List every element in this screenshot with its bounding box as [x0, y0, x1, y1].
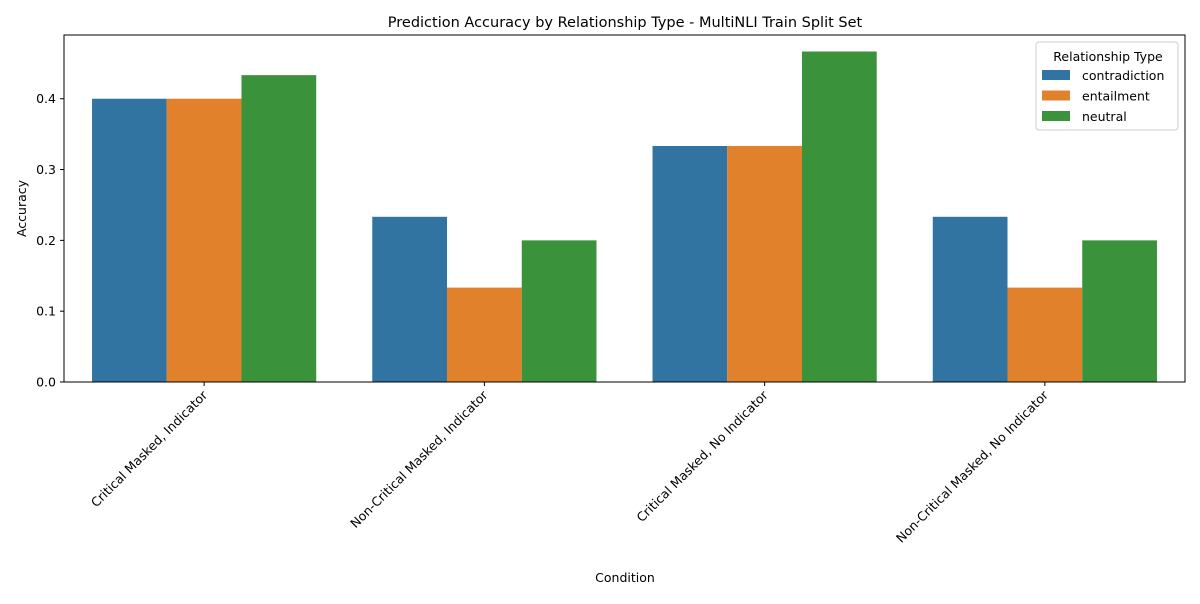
plot-frame: [63, 34, 1186, 383]
bar-entailment-4: [1007, 287, 1083, 382]
bar-contradiction-2: [372, 216, 447, 382]
bar-entailment-1: [166, 98, 242, 382]
x-tick-label: Critical Masked, No Indicator: [633, 387, 771, 525]
bar-entailment-3: [727, 145, 802, 382]
x-axis-ticks: Critical Masked, Indicator Non-Critical M…: [88, 382, 1052, 546]
x-axis-label: Condition: [595, 570, 655, 585]
legend: Relationship Type contradiction entailmen…: [1035, 41, 1179, 131]
legend-label-entailment: entailment: [1082, 89, 1150, 104]
y-axis-label: Accuracy: [14, 179, 29, 237]
bar-entailment-2: [447, 287, 522, 382]
y-tick-label: 0.1: [36, 304, 56, 319]
bar-neutral-2: [521, 240, 597, 382]
x-tick-label: Non-Critical Masked, No Indicator: [893, 387, 1052, 546]
bar-contradiction-1: [92, 98, 167, 382]
legend-label-neutral: neutral: [1082, 109, 1127, 124]
y-tick-label: 0.3: [36, 162, 56, 177]
legend-swatch-entailment: [1042, 90, 1070, 101]
legend-box: [1035, 41, 1179, 131]
legend-label-contradiction: contradiction: [1082, 68, 1164, 83]
bar-neutral-1: [241, 75, 317, 383]
y-axis-ticks: 0.0 0.1 0.2 0.3 0.4: [36, 91, 64, 390]
legend-items: contradiction entailment neutral: [1042, 68, 1164, 124]
y-tick-label: 0.4: [36, 91, 56, 106]
legend-swatch-contradiction: [1042, 70, 1070, 80]
y-tick-label: 0.2: [36, 233, 56, 248]
bar-neutral-4: [1082, 240, 1157, 382]
bar-neutral-3: [801, 51, 877, 382]
bar-contradiction-3: [652, 145, 728, 382]
y-tick-label: 0.0: [36, 375, 56, 390]
x-tick-label: Non-Critical Masked, Indicator: [347, 387, 491, 531]
bar-contradiction-4: [932, 216, 1008, 382]
bars-layer: [92, 51, 1157, 383]
x-tick-label: Critical Masked, Indicator: [88, 387, 211, 510]
legend-title: Relationship Type: [1053, 49, 1163, 64]
legend-swatch-neutral: [1042, 111, 1070, 121]
chart-title: Prediction Accuracy by Relationship Type…: [388, 15, 863, 31]
